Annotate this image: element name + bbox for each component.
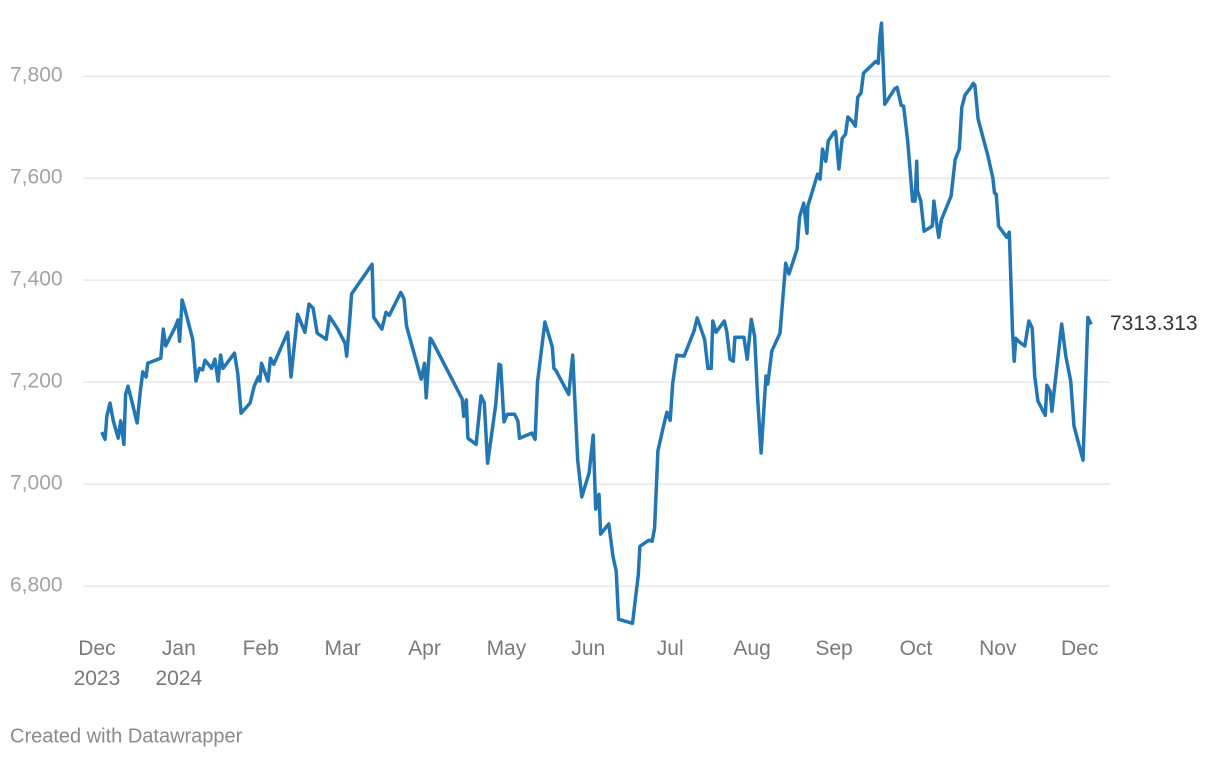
y-tick-label: 7,800 [10, 64, 63, 87]
x-tick-label: Jan 2024 [155, 637, 202, 690]
x-tick-label: Sep [815, 637, 852, 660]
y-tick-label: 7,600 [10, 166, 63, 189]
x-tick-label: Mar [325, 637, 361, 660]
y-tick-label: 6,800 [10, 574, 63, 597]
x-tick-label: May [487, 637, 527, 660]
x-tick-label: Aug [733, 637, 770, 660]
x-tick-label: Nov [979, 637, 1017, 660]
x-tick-label: Feb [243, 637, 279, 660]
x-tick-label: Jul [657, 637, 684, 660]
y-tick-label: 7,000 [10, 472, 63, 495]
line [100, 21, 1093, 626]
x-tick-label: Dec 2023 [74, 637, 121, 690]
y-tick-label: 7,400 [10, 268, 63, 291]
x-tick-label: Oct [900, 637, 933, 660]
value-label: 7313.313 [1110, 312, 1198, 335]
y-tick-label: 7,200 [10, 370, 63, 393]
x-tick-label: Jun [571, 637, 605, 660]
x-tick-label: Dec [1061, 637, 1098, 660]
x-tick-label: Apr [408, 637, 441, 660]
credit: Created with Datawrapper [10, 725, 243, 747]
